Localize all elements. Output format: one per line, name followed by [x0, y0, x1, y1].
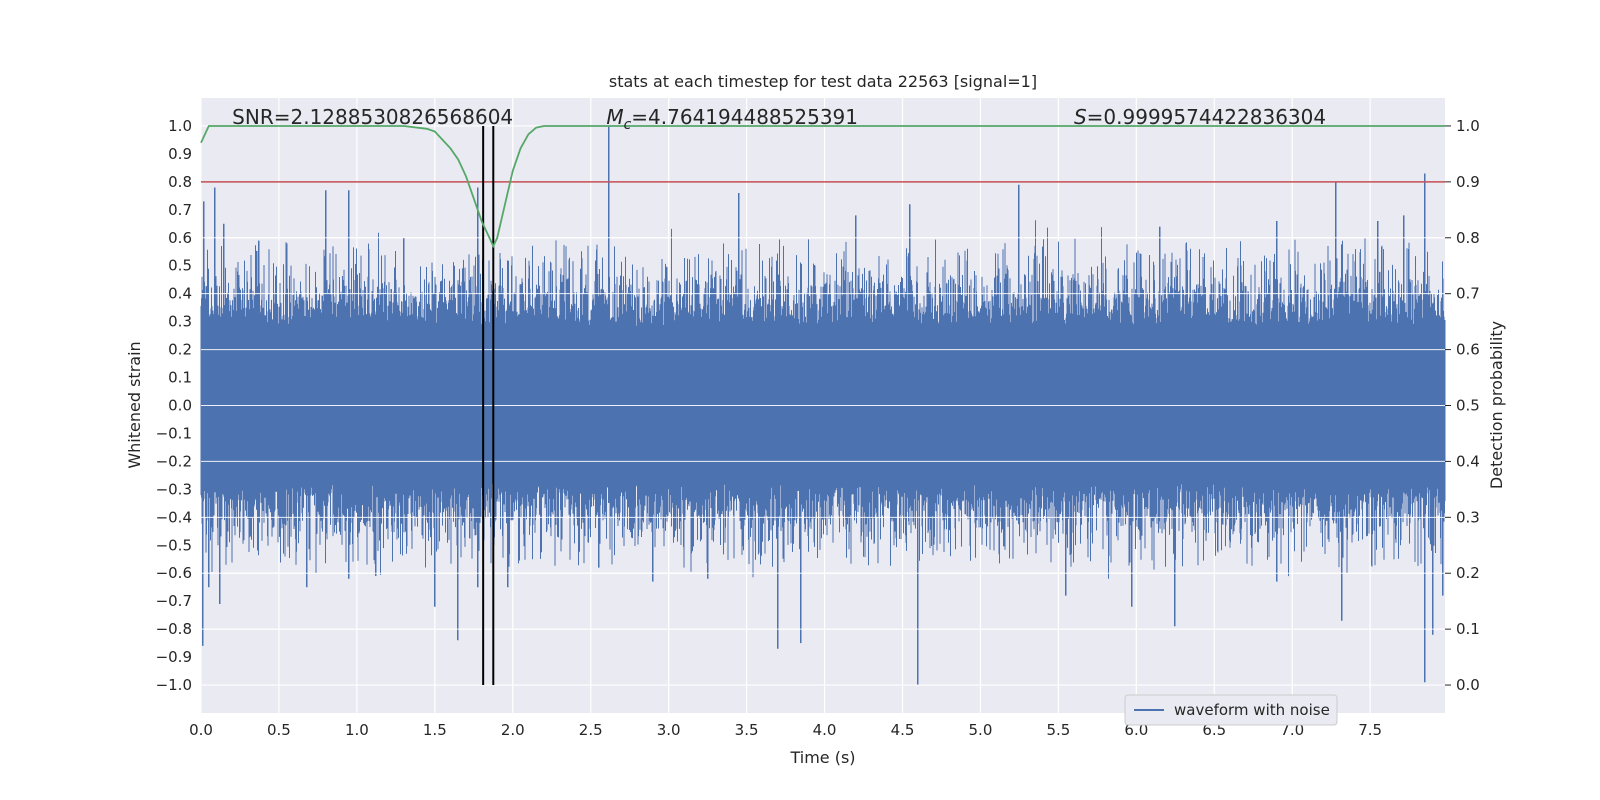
x-tick-label: 0.0	[189, 721, 213, 739]
x-tick-label: 3.0	[657, 721, 681, 739]
y2-tick-label: 0.2	[1456, 564, 1480, 582]
y-tick-label: 0.3	[168, 313, 192, 331]
y-axis-ticks: −1.0 −0.9 −0.8 −0.7 −0.6 −0.5 −0.4 −0.3 −0.2 −0.1…	[156, 117, 192, 694]
x-tick-label: 5.0	[969, 721, 993, 739]
y-tick-label: −0.6	[156, 564, 192, 582]
y2-tick-label: 0.1	[1456, 620, 1480, 638]
y-tick-label: −0.4	[156, 508, 192, 526]
x-tick-label: 5.5	[1046, 721, 1070, 739]
chirp-mass-subscript: c	[624, 117, 632, 133]
y2-tick-label: 0.5	[1456, 397, 1480, 415]
x-tick-label: 1.5	[423, 721, 447, 739]
y2-tick-label: 0.6	[1456, 341, 1480, 359]
y-tick-label: 0.7	[168, 201, 192, 219]
chirp-mass-annotation: Mc=4.764194488525391	[606, 105, 858, 133]
x-tick-label: 7.5	[1358, 721, 1382, 739]
y-tick-label: 0.8	[168, 173, 192, 191]
y2-tick-label: 0.7	[1456, 285, 1480, 303]
x-tick-label: 0.5	[267, 721, 291, 739]
chirp-mass-symbol: M	[606, 105, 623, 129]
chirp-mass-value: =4.764194488525391	[631, 105, 858, 129]
significance-annotation: S=0.9999574422836304	[1074, 105, 1326, 129]
significance-value: =0.9999574422836304	[1087, 105, 1326, 129]
x-tick-label: 1.0	[345, 721, 369, 739]
x-tick-label: 3.5	[735, 721, 759, 739]
y-tick-label: −0.7	[156, 592, 192, 610]
y-tick-label: 0.5	[168, 257, 192, 275]
overlay-series	[200, 125, 1445, 686]
chart-title: stats at each timestep for test data 225…	[609, 72, 1037, 91]
y2-tick-label: 0.8	[1456, 229, 1480, 247]
y-tick-label: 0.0	[168, 397, 192, 415]
snr-annotation: SNR=2.1288530826568604	[232, 105, 513, 129]
y-tick-label: −0.2	[156, 452, 192, 470]
significance-symbol: S	[1074, 105, 1087, 129]
legend-box	[1124, 694, 1338, 726]
y2-tick-label: 0.3	[1456, 508, 1480, 526]
y-tick-label: −1.0	[156, 676, 192, 694]
y-tick-label: 0.1	[168, 369, 192, 387]
x-axis-label: Time (s)	[789, 748, 855, 767]
y2-tick-label: 0.0	[1456, 676, 1480, 694]
y-tick-label: −0.1	[156, 424, 192, 442]
y-axis-label: Whitened strain	[125, 341, 144, 468]
y2-axis-label: Detection probability	[1487, 321, 1506, 489]
y2-tick-label: 0.9	[1456, 173, 1480, 191]
legend-label-waveform: waveform with noise	[1174, 701, 1330, 719]
y-tick-label: 0.6	[168, 229, 192, 247]
x-tick-label: 2.5	[579, 721, 603, 739]
y-tick-label: −0.8	[156, 620, 192, 638]
y-tick-label: 0.9	[168, 145, 192, 163]
detection-probability-line	[200, 125, 1445, 249]
x-tick-label: 4.0	[813, 721, 837, 739]
y-tick-label: −0.3	[156, 480, 192, 498]
y-tick-label: 0.2	[168, 341, 192, 359]
x-tick-label: 2.0	[501, 721, 525, 739]
y2-tick-label: 1.0	[1456, 117, 1480, 135]
y-tick-label: −0.5	[156, 536, 192, 554]
legend: waveform with noise	[1124, 694, 1338, 726]
y2-axis-ticks: 0.0 0.1 0.2 0.3 0.4 0.5 0.6 0.7 0.8 0.9 1.0	[1445, 117, 1480, 694]
y-tick-label: 0.4	[168, 285, 192, 303]
y-tick-label: 1.0	[168, 117, 192, 135]
y-tick-label: −0.9	[156, 648, 192, 666]
x-tick-label: 4.5	[891, 721, 915, 739]
y2-tick-label: 0.4	[1456, 452, 1480, 470]
